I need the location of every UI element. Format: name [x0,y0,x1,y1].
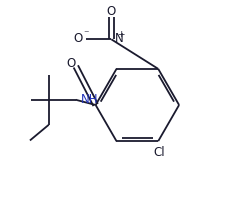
Text: NH: NH [81,93,99,106]
Text: Cl: Cl [154,146,165,159]
Text: N: N [115,32,124,45]
Text: O: O [66,57,75,70]
Text: ⁻: ⁻ [83,30,88,40]
Text: O: O [73,32,82,45]
Text: +: + [117,30,124,39]
Text: O: O [107,5,116,18]
